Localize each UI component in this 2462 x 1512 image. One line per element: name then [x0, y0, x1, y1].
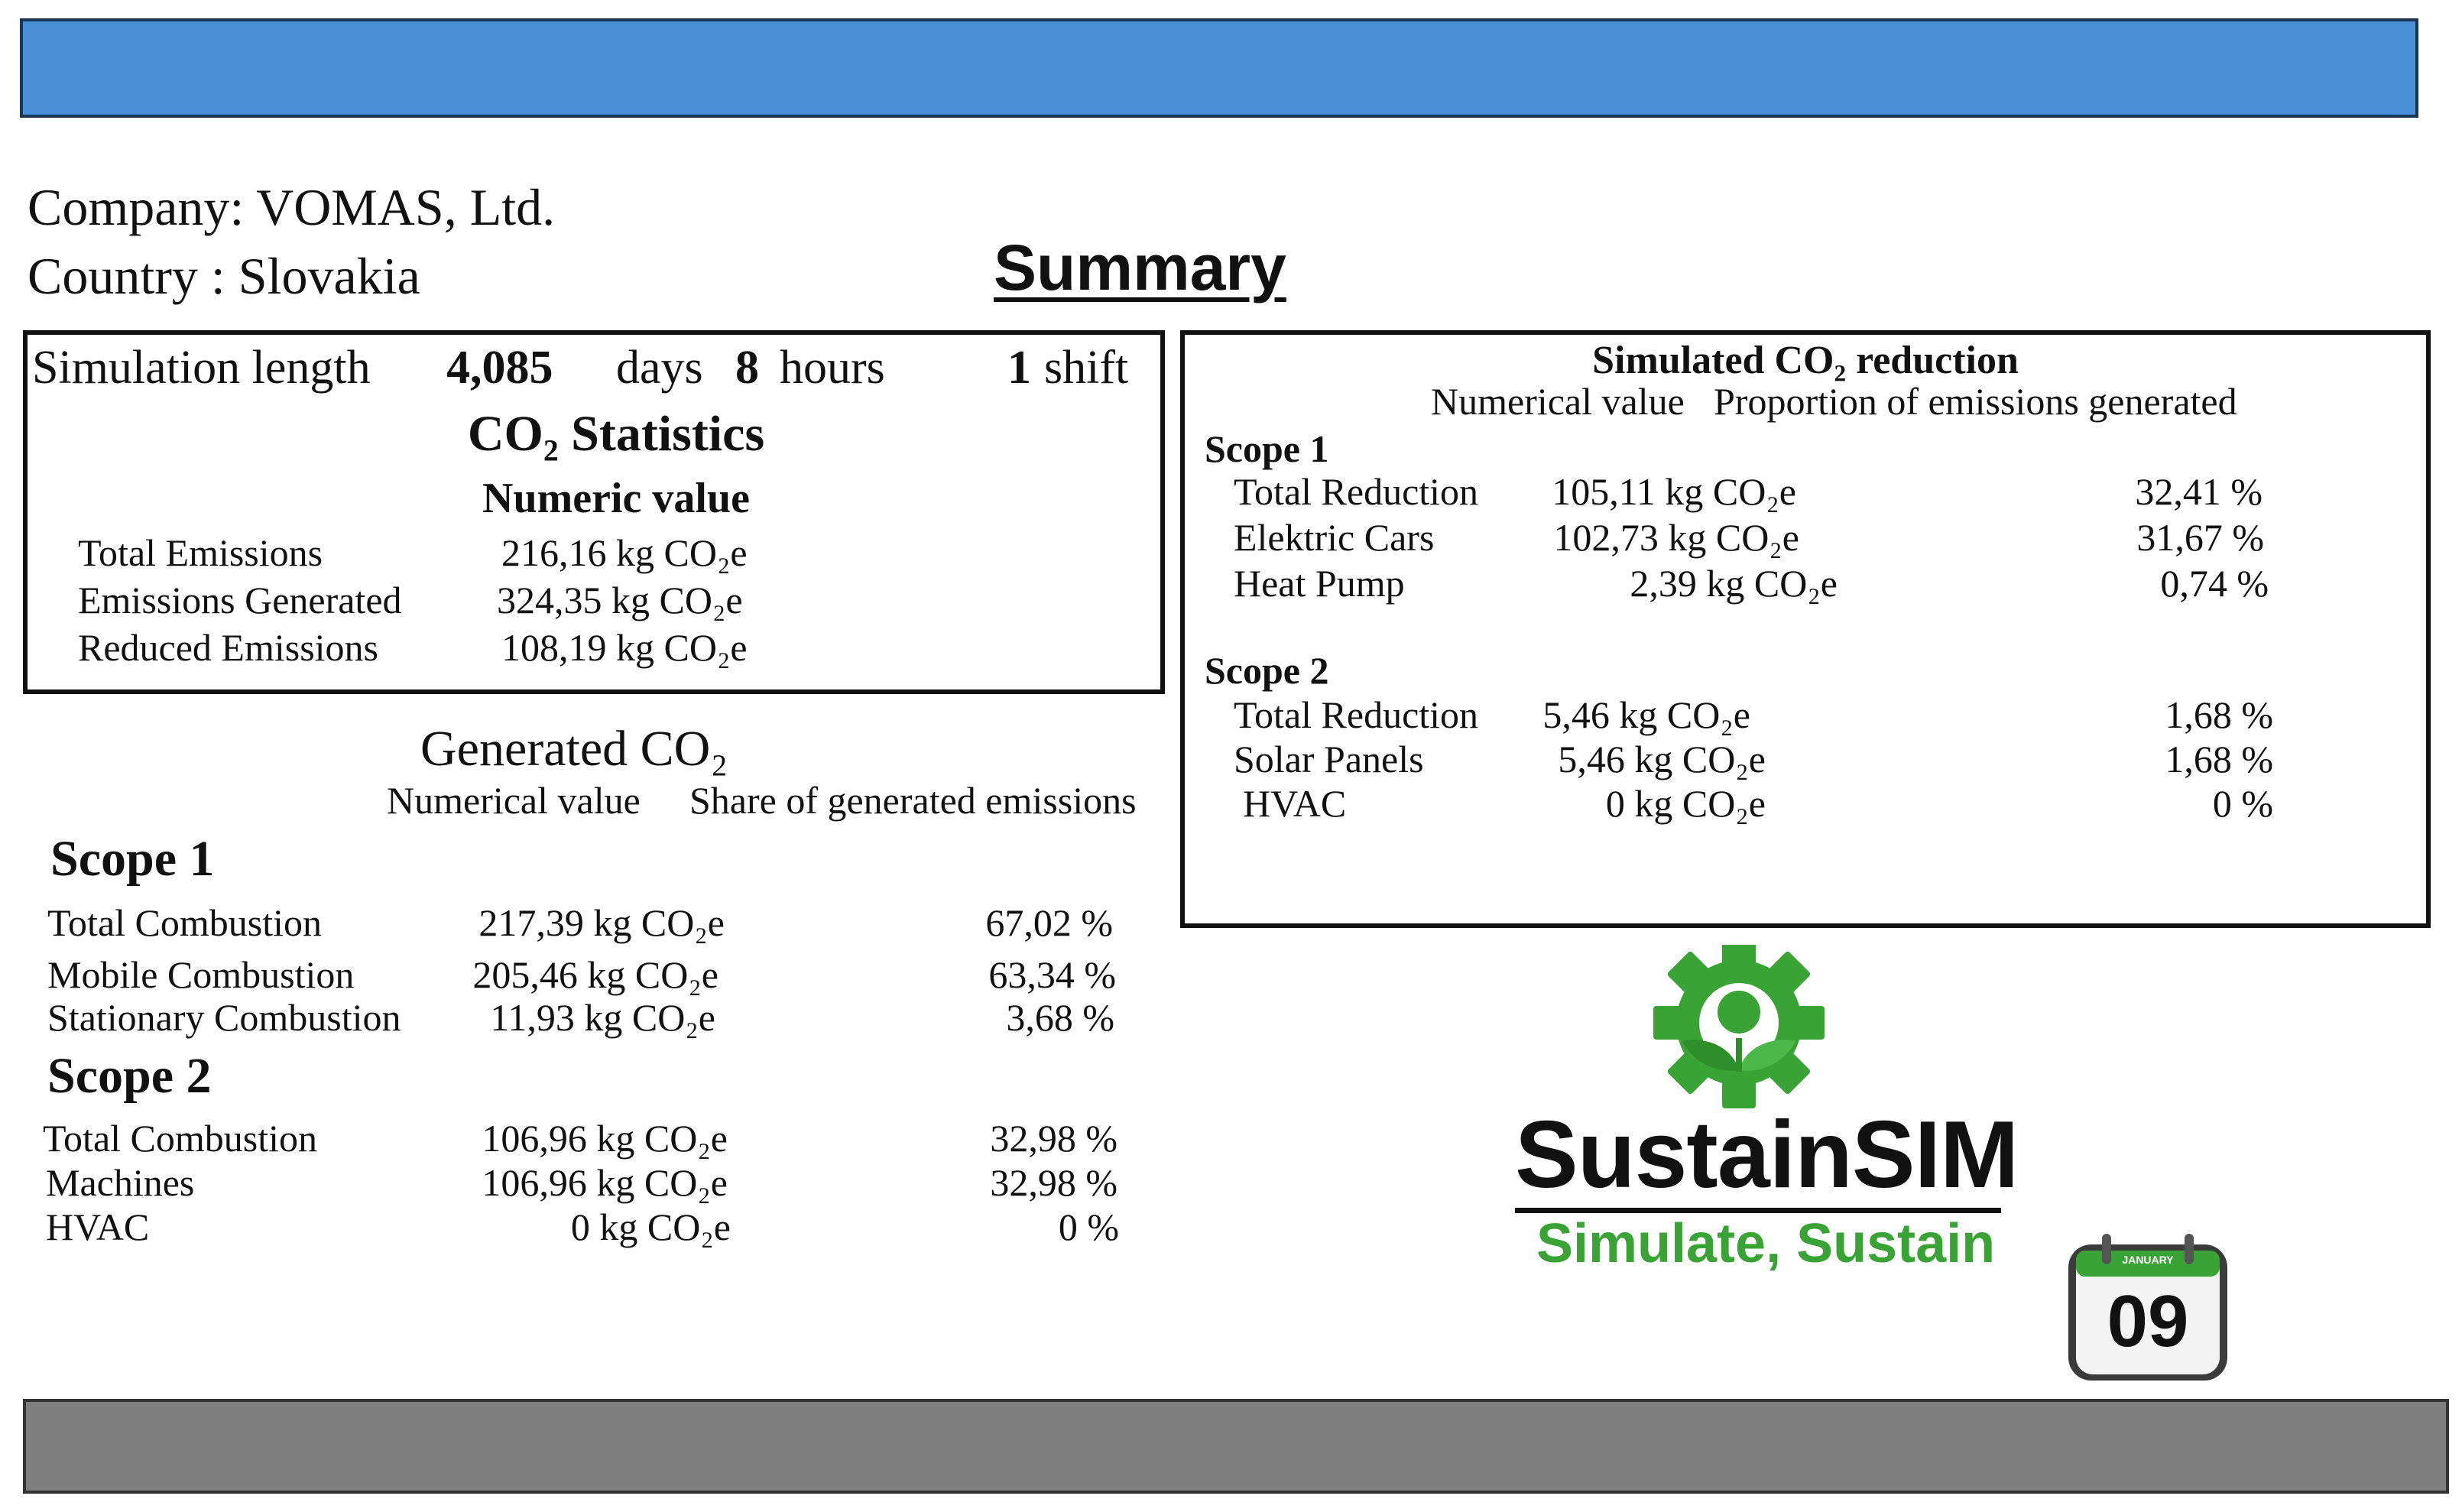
- generated-scope2-title: Scope 2: [47, 1048, 212, 1104]
- table-row-share: 0,74 %: [2160, 562, 2269, 605]
- table-row-label: Solar Panels: [1234, 738, 1424, 780]
- table-row-value: 2,39 kg CO₂e: [1630, 562, 1838, 605]
- table-row-label: Total Reduction: [1234, 470, 1479, 513]
- table-row-value: 0 kg CO₂e: [1605, 782, 1766, 825]
- stat-label-total: Total Emissions: [78, 531, 323, 574]
- logo-underline: [1515, 1208, 2001, 1213]
- table-row-label: Mobile Combustion: [47, 953, 355, 996]
- reduction-scope1-title: Scope 1: [1205, 427, 1329, 470]
- table-row-value: 106,96 kg CO₂e: [482, 1117, 728, 1160]
- stat-label-reduced: Reduced Emissions: [78, 626, 379, 669]
- table-row-share: 32,41 %: [2135, 470, 2263, 513]
- numeric-value-header: Numeric value: [482, 475, 750, 522]
- generated-scope1-title: Scope 1: [50, 831, 215, 887]
- stat-value-total: 216,16 kg CO₂e: [501, 531, 748, 574]
- table-row-share: 67,02 %: [985, 901, 1113, 944]
- table-row-label: Total Reduction: [1234, 693, 1479, 736]
- co2-reduction-panel: Simulated CO₂ reduction Numerical value …: [1180, 330, 2431, 928]
- generated-col-value: Numerical value: [387, 779, 641, 822]
- stat-value-reduced: 108,19 kg CO₂e: [501, 626, 748, 669]
- table-row-label: HVAC: [46, 1205, 150, 1248]
- table-row-label: Elektric Cars: [1234, 516, 1435, 559]
- co2-statistics-title: CO₂ Statistics: [467, 406, 765, 462]
- table-row-share: 31,67 %: [2136, 516, 2264, 559]
- table-row-share: 0 %: [1058, 1205, 1119, 1248]
- table-row-share: 63,34 %: [988, 953, 1116, 996]
- table-row-value: 105,11 kg CO₂e: [1552, 470, 1796, 513]
- reduction-col-share: Proportion of emissions generated: [1714, 380, 2237, 423]
- table-row-share: 1,68 %: [2165, 693, 2273, 736]
- table-row-value: 102,73 kg CO₂e: [1553, 516, 1799, 559]
- reduction-scope2-title: Scope 2: [1205, 649, 1329, 692]
- calendar-day: 09: [2107, 1280, 2189, 1362]
- table-row-label: HVAC: [1243, 782, 1347, 825]
- country-label: Country : Slovakia: [28, 247, 420, 305]
- bottom-bar: [23, 1399, 2449, 1494]
- table-row-label: Total Combustion: [43, 1117, 318, 1160]
- simulation-shift-label: shift: [1044, 342, 1129, 394]
- simulation-shift-value: 1: [1007, 342, 1031, 394]
- reduction-col-value: Numerical value: [1431, 380, 1685, 423]
- top-banner: [20, 18, 2418, 118]
- logo-name: SustainSIM: [1515, 1102, 2019, 1208]
- table-row-value: 0 kg CO₂e: [570, 1205, 731, 1248]
- table-row-share: 1,68 %: [2165, 738, 2273, 780]
- simulation-hours-label: hours: [780, 342, 885, 394]
- generated-co2-title: Generated CO₂: [420, 721, 728, 777]
- table-row-label: Heat Pump: [1234, 562, 1405, 605]
- table-row-label: Stationary Combustion: [47, 996, 401, 1039]
- simulation-hours-value: 8: [735, 342, 759, 394]
- table-row-share: 3,68 %: [1006, 996, 1114, 1039]
- table-row-share: 32,98 %: [990, 1117, 1117, 1160]
- page-title: Summary: [994, 232, 1286, 303]
- reduction-title: Simulated CO₂ reduction: [1592, 339, 2019, 382]
- simulation-length-label: Simulation length: [32, 342, 371, 394]
- table-row-label: Total Combustion: [47, 901, 323, 944]
- gear-leaf-icon: [1643, 937, 1834, 1121]
- table-row-value: 5,46 kg CO₂e: [1542, 693, 1750, 736]
- table-row-share: 32,98 %: [990, 1161, 1117, 1204]
- company-label: Company: VOMAS, Ltd.: [28, 178, 556, 236]
- table-row-value: 205,46 kg CO₂e: [472, 953, 718, 996]
- simulation-days-value: 4,085: [446, 342, 553, 394]
- simulation-days-label: days: [616, 342, 703, 394]
- stat-value-generated: 324,35 kg CO₂e: [497, 579, 743, 621]
- table-row-value: 217,39 kg CO₂e: [478, 901, 725, 944]
- logo-tagline: Simulate, Sustain: [1536, 1213, 1996, 1274]
- table-row-share: 0 %: [2212, 782, 2273, 825]
- stat-label-generated: Emissions Generated: [78, 579, 402, 621]
- co2-statistics-panel: Simulation length 4,085 days 8 hours 1 s…: [23, 330, 1165, 694]
- table-row-value: 11,93 kg CO₂e: [490, 996, 715, 1039]
- calendar-month: JANUARY: [2122, 1254, 2174, 1266]
- table-row-label: Machines: [46, 1161, 195, 1204]
- table-row-value: 106,96 kg CO₂e: [482, 1161, 728, 1204]
- calendar-icon: JANUARY 09: [2064, 1232, 2232, 1384]
- table-row-value: 5,46 kg CO₂e: [1558, 738, 1766, 780]
- generated-col-share: Share of generated emissions: [689, 779, 1137, 822]
